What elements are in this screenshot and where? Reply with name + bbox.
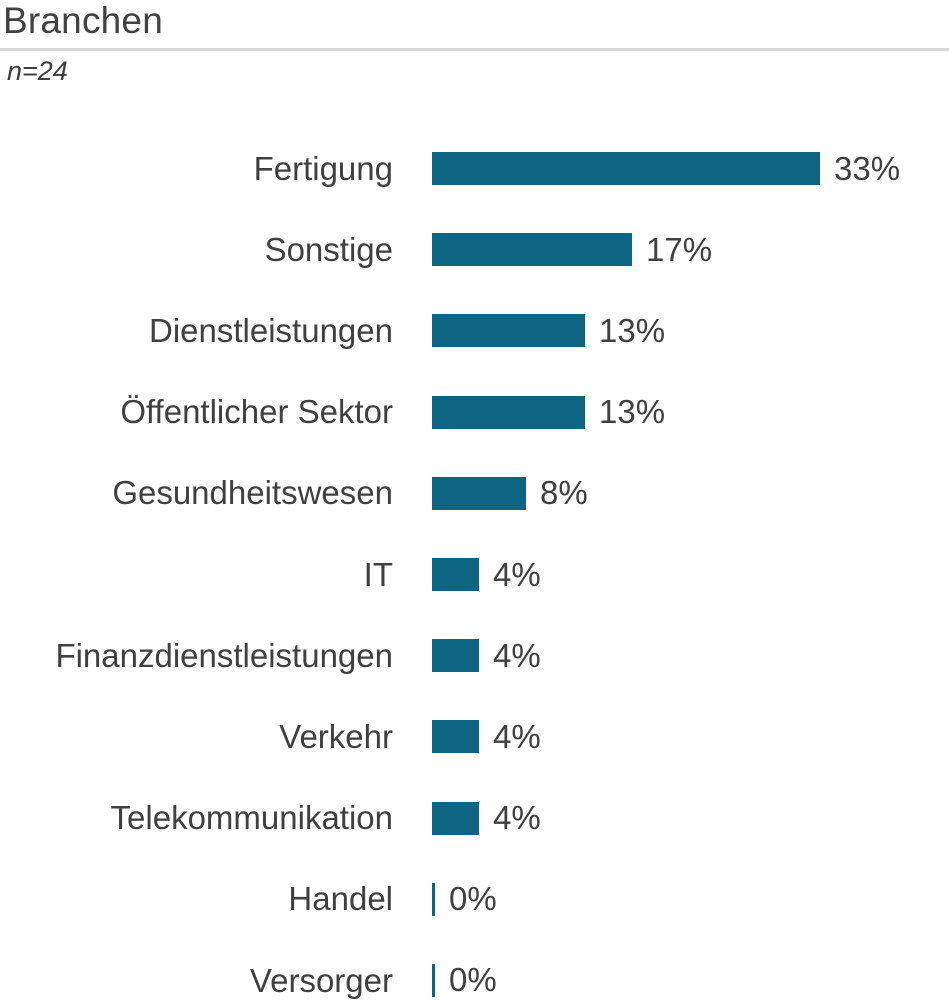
chart-title: Branchen xyxy=(3,0,163,41)
value-label: 4% xyxy=(493,555,541,593)
value-label: 0% xyxy=(449,880,497,918)
bar[interactable] xyxy=(432,801,479,835)
value-label: 33% xyxy=(834,149,901,187)
bar-row: Sonstige 17% xyxy=(0,209,949,290)
bar[interactable] xyxy=(432,558,479,592)
value-label: 0% xyxy=(449,961,497,999)
bar[interactable] xyxy=(432,395,585,429)
value-label: 4% xyxy=(493,636,541,674)
bar-row: Versorger 0% xyxy=(0,940,949,1002)
bar-row: Handel 0% xyxy=(0,859,949,940)
bar-row: Telekommunikation 4% xyxy=(0,778,949,859)
chart-subtitle: n=24 xyxy=(7,56,68,86)
bar-row: Verkehr 4% xyxy=(0,696,949,777)
bar-row: Dienstleistungen 13% xyxy=(0,290,949,371)
value-label: 17% xyxy=(646,230,713,268)
bar[interactable] xyxy=(432,314,585,348)
bar[interactable] xyxy=(432,720,479,754)
category-label: Verkehr xyxy=(279,717,393,755)
value-label: 13% xyxy=(599,393,666,431)
category-label: Gesundheitswesen xyxy=(112,474,393,512)
bar-chart: Fertigung 33% Sonstige 17% Dienstleistungen 1… xyxy=(0,128,949,1002)
category-label: Handel xyxy=(288,880,393,918)
bar[interactable] xyxy=(432,639,479,673)
value-label: 8% xyxy=(540,474,588,512)
bar-row: Gesundheitswesen 8% xyxy=(0,453,949,534)
category-label: Sonstige xyxy=(264,230,393,268)
bar[interactable] xyxy=(432,233,632,267)
category-label: Öffentlicher Sektor xyxy=(120,393,393,431)
value-label: 4% xyxy=(493,717,541,755)
category-label: Dienstleistungen xyxy=(149,312,393,349)
category-label: Fertigung xyxy=(253,149,393,187)
value-label: 4% xyxy=(493,799,541,837)
zero-bar-tick[interactable] xyxy=(432,882,435,916)
bar-row: Öffentlicher Sektor 13% xyxy=(0,372,949,453)
category-label: Telekommunikation xyxy=(110,799,393,837)
value-label: 13% xyxy=(599,311,666,349)
category-label: Finanzdienstleistungen xyxy=(55,636,393,674)
title-divider xyxy=(0,48,949,51)
bar-row: IT 4% xyxy=(0,534,949,615)
category-label: IT xyxy=(363,555,393,593)
category-label: Versorger xyxy=(249,961,393,999)
bar-row: Fertigung 33% xyxy=(0,128,949,209)
zero-bar-tick[interactable] xyxy=(432,963,435,997)
bar[interactable] xyxy=(432,476,526,510)
bar[interactable] xyxy=(432,152,820,186)
bar-row: Finanzdienstleistungen 4% xyxy=(0,615,949,696)
